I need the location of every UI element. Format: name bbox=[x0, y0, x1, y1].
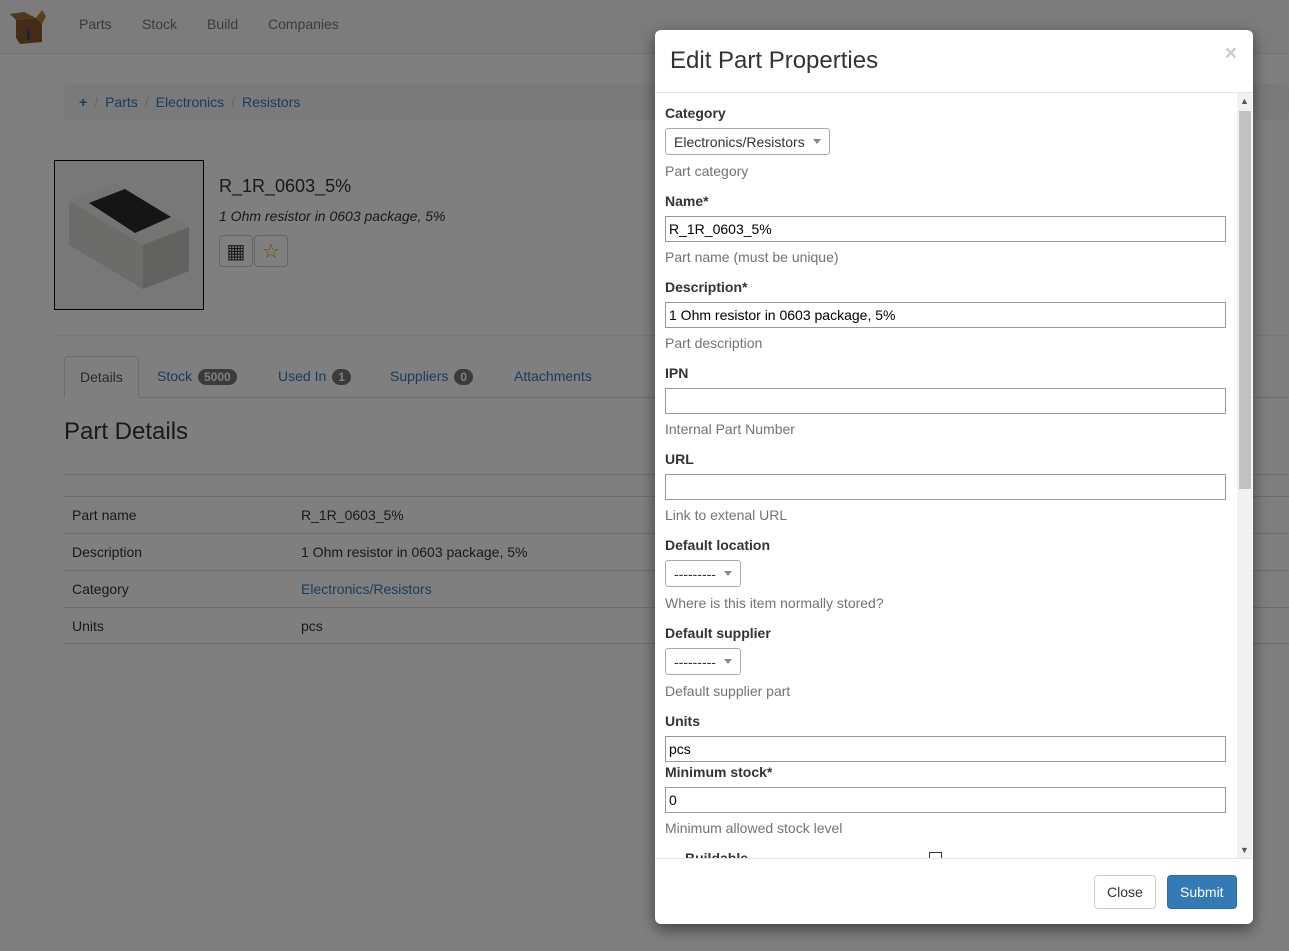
submit-button[interactable]: Submit bbox=[1167, 875, 1237, 909]
location-select[interactable]: --------- bbox=[665, 560, 741, 587]
scrollbar-thumb[interactable] bbox=[1239, 111, 1251, 489]
url-help: Link to extenal URL bbox=[665, 507, 788, 523]
chevron-down-icon bbox=[812, 139, 821, 144]
supplier-select[interactable]: --------- bbox=[665, 648, 741, 675]
units-field[interactable] bbox=[665, 736, 1226, 762]
chevron-down-icon bbox=[723, 571, 732, 576]
chevron-down-icon bbox=[723, 659, 732, 664]
supplier-label: Default supplier bbox=[665, 625, 771, 641]
url-field[interactable] bbox=[665, 474, 1226, 500]
name-field[interactable] bbox=[665, 216, 1226, 242]
category-label: Category bbox=[665, 105, 726, 121]
name-label: Name* bbox=[665, 193, 709, 209]
url-label: URL bbox=[665, 451, 694, 467]
minstock-help: Minimum allowed stock level bbox=[665, 820, 843, 836]
name-help: Part name (must be unique) bbox=[665, 249, 839, 265]
location-label: Default location bbox=[665, 537, 771, 553]
modal-footer: Close Submit bbox=[655, 858, 1253, 924]
category-help: Part category bbox=[665, 163, 749, 179]
category-select[interactable]: Electronics/Resistors bbox=[665, 128, 830, 155]
supplier-value: --------- bbox=[674, 653, 716, 670]
description-help: Part description bbox=[665, 335, 763, 351]
edit-part-modal: Edit Part Properties × Category Electron… bbox=[655, 30, 1253, 924]
buildable-checkbox[interactable] bbox=[929, 852, 942, 858]
supplier-help: Default supplier part bbox=[665, 683, 791, 699]
modal-body: Category Electronics/Resistors Part cate… bbox=[655, 93, 1253, 858]
minstock-label: Minimum stock* bbox=[665, 764, 773, 780]
units-label: Units bbox=[665, 713, 700, 729]
location-help: Where is this item normally stored? bbox=[665, 595, 884, 611]
location-value: --------- bbox=[674, 565, 716, 582]
description-field[interactable] bbox=[665, 302, 1226, 328]
scroll-down-icon[interactable]: ▼ bbox=[1240, 845, 1249, 855]
modal-title: Edit Part Properties bbox=[670, 47, 879, 74]
modal-scrollbar[interactable]: ▲ ▼ bbox=[1237, 93, 1252, 858]
ipn-field[interactable] bbox=[665, 388, 1226, 414]
close-icon[interactable]: × bbox=[1224, 42, 1237, 65]
category-value: Electronics/Resistors bbox=[674, 133, 805, 150]
scroll-up-icon[interactable]: ▲ bbox=[1240, 96, 1249, 106]
minstock-field[interactable] bbox=[665, 787, 1226, 813]
close-button[interactable]: Close bbox=[1094, 875, 1156, 909]
ipn-help: Internal Part Number bbox=[665, 421, 795, 437]
buildable-label: Buildable bbox=[685, 850, 749, 858]
ipn-label: IPN bbox=[665, 365, 689, 381]
description-label: Description* bbox=[665, 279, 748, 295]
